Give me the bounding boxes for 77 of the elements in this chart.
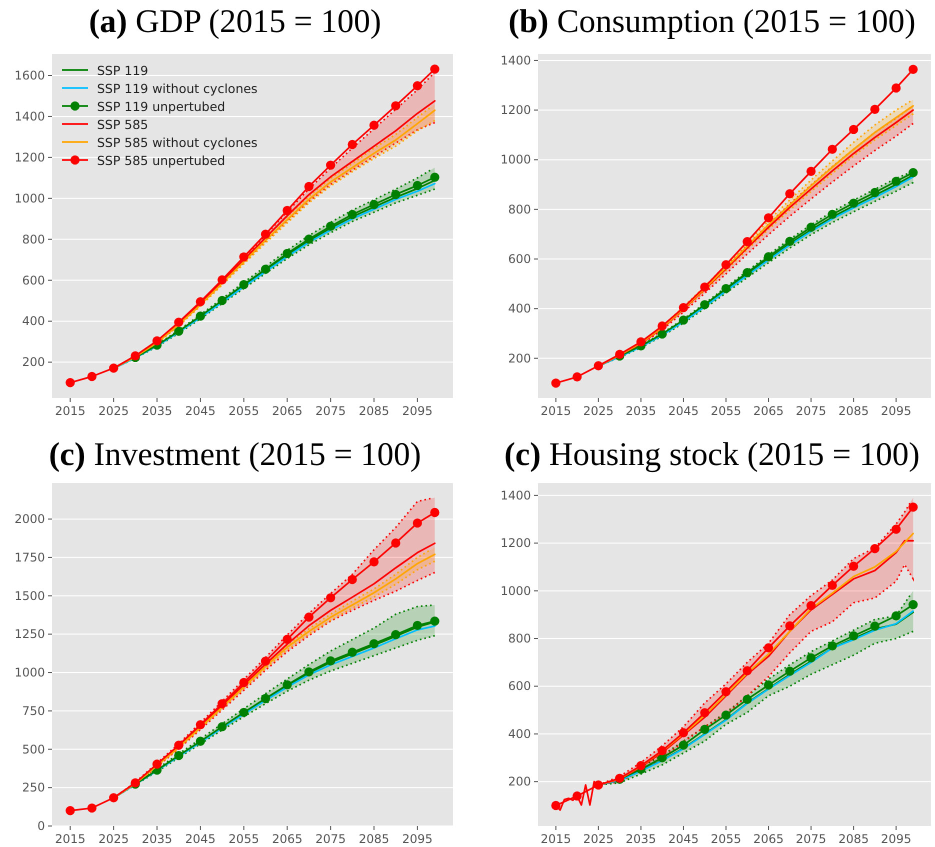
x-tick-label: 2025 <box>98 404 129 418</box>
x-tick-label: 2035 <box>142 404 172 418</box>
y-tick-label: 1500 <box>14 588 45 603</box>
legend-label: SSP 119 unpertubed <box>97 98 226 114</box>
x-tick-label: 2015 <box>54 404 86 418</box>
x-tick-label: 2065 <box>272 404 302 418</box>
x-tick-label: 2075 <box>315 832 346 846</box>
y-tick-label: 1400 <box>14 109 45 124</box>
y-tick-label: 1000 <box>14 191 45 206</box>
y-tick-label: 250 <box>22 780 45 795</box>
x-tick-label: 2055 <box>228 832 260 846</box>
chart-title: (c) Investment (2015 = 100) <box>48 437 422 473</box>
y-tick-label: 600 <box>508 252 531 266</box>
x-tick-label: 2085 <box>838 404 869 418</box>
x-tick-label: 2095 <box>880 404 912 418</box>
y-tick-label: 1400 <box>500 53 531 68</box>
x-tick-label: 2015 <box>54 832 86 846</box>
y-tick-label: 1000 <box>500 152 531 167</box>
y-tick-label: 400 <box>22 314 45 328</box>
x-tick-label: 2045 <box>185 832 216 846</box>
y-tick-label: 500 <box>22 742 45 756</box>
x-tick-label: 2085 <box>838 832 869 846</box>
y-tick-label: 1200 <box>500 536 531 550</box>
chart-title: (b) Consumption (2015 = 100) <box>508 4 916 40</box>
x-tick-label: 2095 <box>402 404 433 418</box>
y-tick-label: 600 <box>22 273 45 288</box>
legend-label: SSP 585 without cyclones <box>97 134 258 150</box>
y-tick-label: 800 <box>22 232 45 246</box>
legend-label: SSP 585 unpertubed <box>97 152 226 168</box>
x-tick-label: 2055 <box>710 832 742 846</box>
x-tick-label: 2085 <box>358 404 390 418</box>
y-tick-label: 800 <box>508 202 531 216</box>
y-tick-label: 400 <box>508 726 531 741</box>
x-tick-label: 2045 <box>185 404 216 418</box>
x-tick-label: 2045 <box>668 404 699 418</box>
x-tick-label: 2065 <box>272 832 302 846</box>
x-tick-label: 2055 <box>710 404 742 418</box>
x-tick-label: 2095 <box>402 832 433 846</box>
y-tick-label: 1750 <box>14 550 45 564</box>
legend-label: SSP 119 <box>97 62 148 78</box>
y-tick-label: 200 <box>508 774 531 789</box>
x-tick-label: 2075 <box>796 404 826 418</box>
x-tick-label: 2035 <box>626 832 656 846</box>
x-tick-label: 2025 <box>98 832 129 846</box>
y-tick-label: 750 <box>22 704 45 718</box>
x-tick-label: 2025 <box>583 832 614 846</box>
x-tick-label: 2015 <box>540 832 572 846</box>
x-tick-label: 2035 <box>626 404 656 418</box>
x-tick-label: 2035 <box>142 832 172 846</box>
x-tick-label: 2025 <box>583 404 614 418</box>
y-tick-label: 600 <box>508 679 531 694</box>
y-tick-label: 800 <box>508 632 531 646</box>
y-tick-label: 1200 <box>500 103 531 118</box>
x-tick-label: 2065 <box>753 404 784 418</box>
y-tick-label: 0 <box>37 819 45 833</box>
chart-title: (a) GDP (2015 = 100) <box>88 4 382 40</box>
x-tick-label: 2055 <box>228 404 260 418</box>
y-tick-label: 1200 <box>14 150 45 164</box>
x-tick-label: 2015 <box>540 404 572 418</box>
y-tick-label: 1000 <box>500 584 531 598</box>
x-tick-label: 2065 <box>753 832 784 846</box>
y-tick-label: 1600 <box>14 68 45 82</box>
y-tick-label: 200 <box>22 355 45 370</box>
y-tick-label: 1250 <box>14 627 45 642</box>
y-tick-label: 1000 <box>14 666 45 680</box>
x-tick-label: 2085 <box>358 832 390 846</box>
x-tick-label: 2075 <box>315 404 346 418</box>
x-tick-label: 2045 <box>668 832 699 846</box>
y-tick-label: 1400 <box>500 488 531 502</box>
x-tick-label: 2095 <box>880 832 912 846</box>
y-tick-label: 400 <box>508 302 531 316</box>
legend-label: SSP 119 without cyclones <box>97 80 258 96</box>
y-tick-label: 200 <box>508 351 531 366</box>
legend-label: SSP 585 <box>97 116 148 132</box>
chart-title: (c) Housing stock (2015 = 100) <box>504 437 920 473</box>
y-tick-label: 2000 <box>14 512 45 526</box>
x-tick-label: 2075 <box>796 832 826 846</box>
